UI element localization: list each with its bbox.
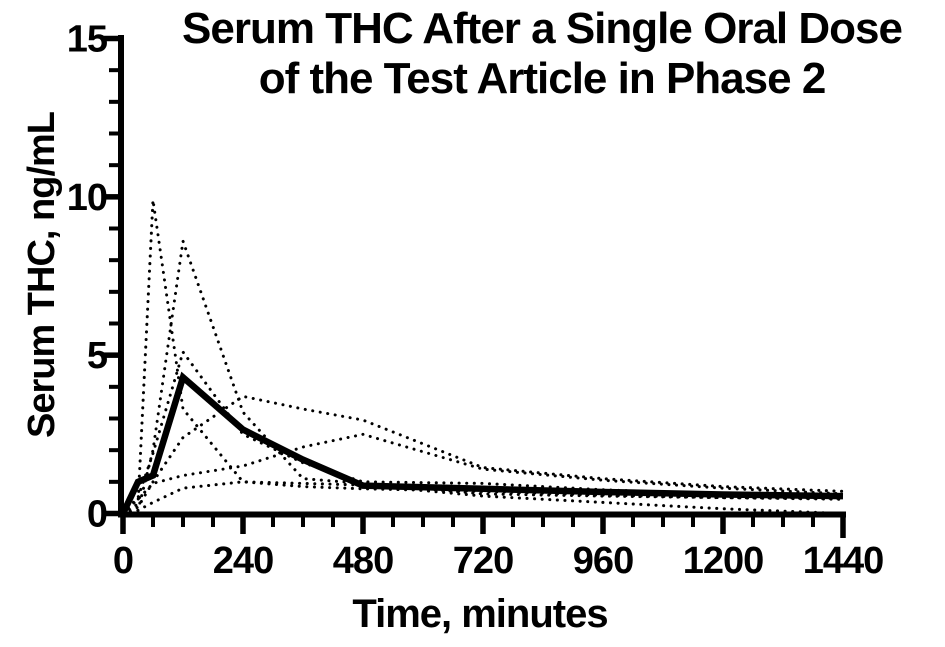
x-tick-label-720: 720 <box>453 540 513 582</box>
participant-2-curve <box>121 239 845 515</box>
chart-title-line1: Serum THC After a Single Oral Dose <box>182 4 903 53</box>
chart-title-line2: of the Test Article in Phase 2 <box>258 54 827 103</box>
y-axis-ticks <box>104 35 119 517</box>
y-tick-label-15: 15 <box>67 19 108 61</box>
x-axis-label: Time, minutes <box>352 592 608 636</box>
x-tick-label-0: 0 <box>113 540 133 582</box>
y-axis-label: Serum THC, ng/mL <box>21 111 63 439</box>
participant-5-curve <box>121 432 845 515</box>
summary-bold-line-curve <box>120 371 844 515</box>
x-tick-label-240: 240 <box>213 540 273 582</box>
x-tick-labels: 0 240 480 720 960 1200 1440 <box>113 540 884 582</box>
y-tick-labels: 0 5 10 15 <box>67 19 109 536</box>
y-tick-label-5: 5 <box>87 335 108 377</box>
participant-4-curve <box>121 394 845 515</box>
y-tick-label-0: 0 <box>87 494 107 536</box>
series-lines <box>120 198 845 515</box>
y-tick-label-10: 10 <box>67 177 107 219</box>
chart-title: Serum THC After a Single Oral Dose of th… <box>139 4 945 104</box>
x-tick-label-960: 960 <box>573 540 633 582</box>
x-tick-label-1200: 1200 <box>683 540 764 582</box>
x-tick-label-1440: 1440 <box>803 540 884 582</box>
x-tick-label-480: 480 <box>333 540 393 582</box>
x-axis-ticks <box>120 516 846 538</box>
participant-1-curve <box>121 198 845 515</box>
